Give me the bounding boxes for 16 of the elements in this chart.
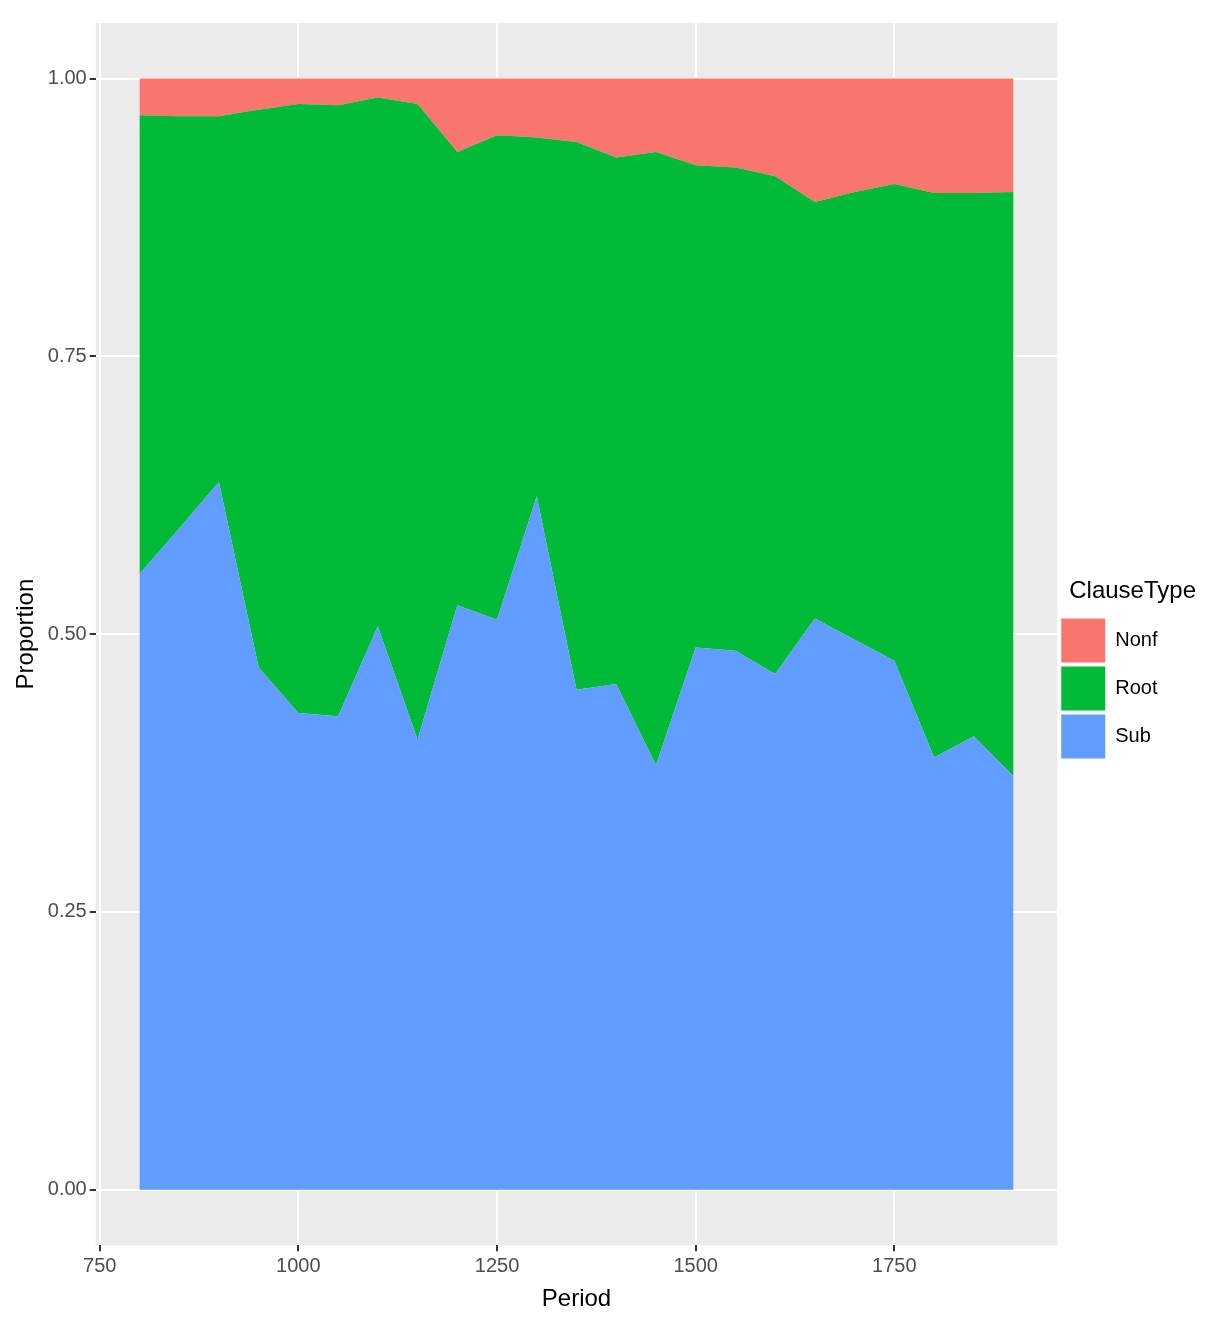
- y-tick-label: 0.75: [47, 343, 87, 366]
- x-tick-label: 1750: [872, 1253, 917, 1276]
- y-axis-title: Proportion: [11, 578, 39, 690]
- x-tick-label: 1500: [673, 1253, 718, 1276]
- x-axis-title: Period: [541, 1284, 612, 1312]
- x-tick-label: 1250: [474, 1253, 520, 1276]
- y-tick-label: 0.00: [47, 1177, 87, 1200]
- legend-label: Sub: [1115, 723, 1151, 746]
- y-tick-label: 1.00: [47, 66, 87, 89]
- x-tick-label: 1000: [276, 1253, 321, 1276]
- legend-label: Nonf: [1115, 627, 1158, 650]
- y-tick-label: 0.25: [47, 899, 87, 922]
- legend-title: ClauseType: [1069, 576, 1197, 604]
- legend-label: Root: [1115, 675, 1158, 698]
- y-tick-label: 0.50: [47, 621, 87, 644]
- x-tick-label: 750: [83, 1253, 117, 1276]
